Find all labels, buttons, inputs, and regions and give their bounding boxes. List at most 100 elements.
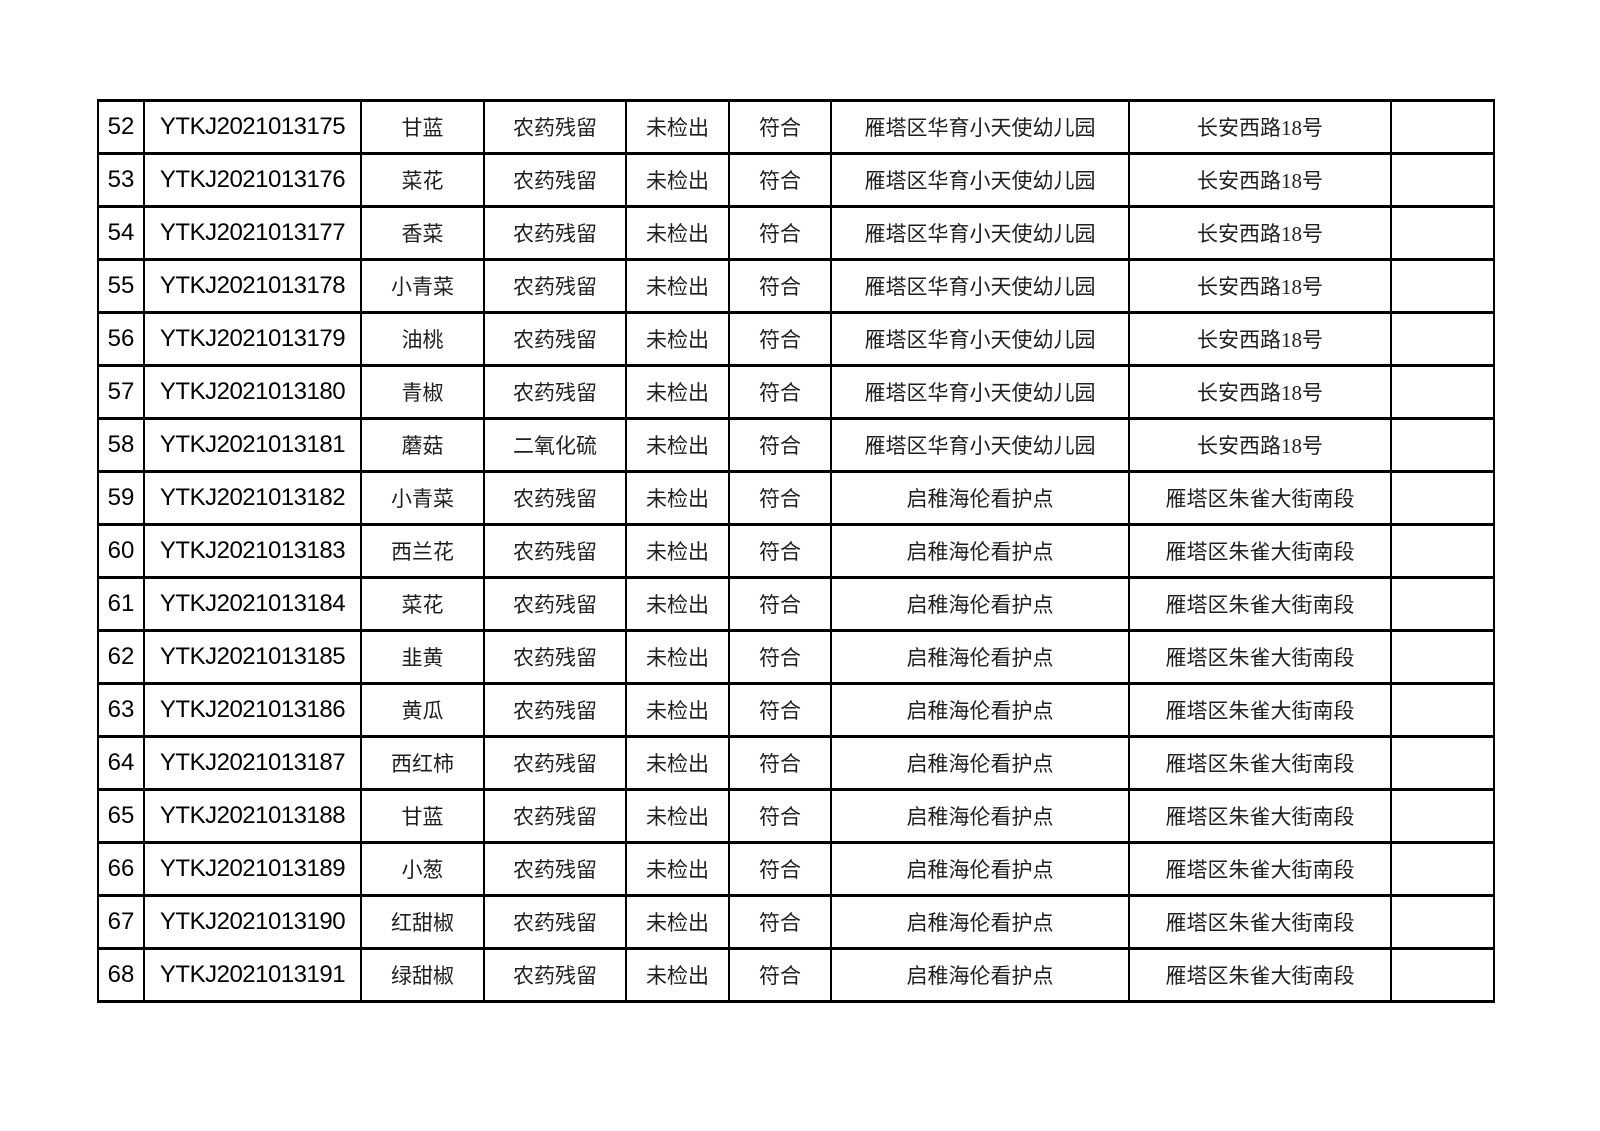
conclusion-cell: 符合 <box>728 205 832 261</box>
result-cell: 未检出 <box>625 682 730 738</box>
remark-cell <box>1390 152 1495 208</box>
remark-cell <box>1390 682 1495 738</box>
remark-cell <box>1390 311 1495 367</box>
remark-cell <box>1390 735 1495 791</box>
conclusion-cell: 符合 <box>728 894 832 950</box>
address-cell: 雁塔区朱雀大街南段 <box>1128 682 1392 738</box>
sample-id-cell: YTKJ2021013191 <box>143 947 362 1003</box>
sample-name-cell: 甘蓝 <box>360 788 485 844</box>
result-cell: 未检出 <box>625 99 730 155</box>
conclusion-cell: 符合 <box>728 311 832 367</box>
address-cell: 雁塔区朱雀大街南段 <box>1128 576 1392 632</box>
address-cell: 雁塔区朱雀大街南段 <box>1128 894 1392 950</box>
sample-name-cell: 绿甜椒 <box>360 947 485 1003</box>
sample-id-cell: YTKJ2021013188 <box>143 788 362 844</box>
sample-id-cell: YTKJ2021013183 <box>143 523 362 579</box>
result-cell: 未检出 <box>625 523 730 579</box>
sample-name-cell: 蘑菇 <box>360 417 485 473</box>
remark-cell <box>1390 417 1495 473</box>
remark-cell <box>1390 470 1495 526</box>
remark-cell <box>1390 205 1495 261</box>
address-cell: 雁塔区朱雀大街南段 <box>1128 947 1392 1003</box>
address-cell: 长安西路18号 <box>1128 152 1392 208</box>
sample-id-cell: YTKJ2021013178 <box>143 258 362 314</box>
conclusion-cell: 符合 <box>728 523 832 579</box>
address-cell: 雁塔区朱雀大街南段 <box>1128 735 1392 791</box>
table-row: 59 YTKJ2021013182 小青菜 农药残留 未检出 符合 启稚海伦看护… <box>97 470 1495 526</box>
sample-name-cell: 黄瓜 <box>360 682 485 738</box>
conclusion-cell: 符合 <box>728 364 832 420</box>
row-number-cell: 65 <box>97 788 145 844</box>
remark-cell <box>1390 947 1495 1003</box>
sample-id-cell: YTKJ2021013181 <box>143 417 362 473</box>
sample-name-cell: 韭黄 <box>360 629 485 685</box>
row-number-cell: 67 <box>97 894 145 950</box>
row-number-cell: 52 <box>97 99 145 155</box>
row-number-cell: 55 <box>97 258 145 314</box>
sample-id-cell: YTKJ2021013185 <box>143 629 362 685</box>
result-cell: 未检出 <box>625 364 730 420</box>
sample-id-cell: YTKJ2021013179 <box>143 311 362 367</box>
address-cell: 雁塔区朱雀大街南段 <box>1128 788 1392 844</box>
result-cell: 未检出 <box>625 258 730 314</box>
table-row: 53 YTKJ2021013176 菜花 农药残留 未检出 符合 雁塔区华育小天… <box>97 152 1495 208</box>
sample-id-cell: YTKJ2021013184 <box>143 576 362 632</box>
table-row: 64 YTKJ2021013187 西红柿 农药残留 未检出 符合 启稚海伦看护… <box>97 735 1495 791</box>
test-item-cell: 农药残留 <box>483 99 627 155</box>
row-number-cell: 58 <box>97 417 145 473</box>
sampled-unit-cell: 启稚海伦看护点 <box>830 576 1130 632</box>
remark-cell <box>1390 364 1495 420</box>
table-row: 67 YTKJ2021013190 红甜椒 农药残留 未检出 符合 启稚海伦看护… <box>97 894 1495 950</box>
address-cell: 雁塔区朱雀大街南段 <box>1128 523 1392 579</box>
conclusion-cell: 符合 <box>728 841 832 897</box>
test-item-cell: 农药残留 <box>483 364 627 420</box>
table-row: 66 YTKJ2021013189 小葱 农药残留 未检出 符合 启稚海伦看护点… <box>97 841 1495 897</box>
row-number-cell: 64 <box>97 735 145 791</box>
sample-name-cell: 西兰花 <box>360 523 485 579</box>
sample-id-cell: YTKJ2021013189 <box>143 841 362 897</box>
test-item-cell: 农药残留 <box>483 576 627 632</box>
result-cell: 未检出 <box>625 417 730 473</box>
row-number-cell: 68 <box>97 947 145 1003</box>
conclusion-cell: 符合 <box>728 947 832 1003</box>
sample-id-cell: YTKJ2021013182 <box>143 470 362 526</box>
conclusion-cell: 符合 <box>728 735 832 791</box>
address-cell: 长安西路18号 <box>1128 99 1392 155</box>
sampled-unit-cell: 雁塔区华育小天使幼儿园 <box>830 311 1130 367</box>
address-cell: 雁塔区朱雀大街南段 <box>1128 629 1392 685</box>
conclusion-cell: 符合 <box>728 629 832 685</box>
sample-id-cell: YTKJ2021013187 <box>143 735 362 791</box>
row-number-cell: 59 <box>97 470 145 526</box>
remark-cell <box>1390 629 1495 685</box>
address-cell: 长安西路18号 <box>1128 205 1392 261</box>
row-number-cell: 61 <box>97 576 145 632</box>
result-cell: 未检出 <box>625 311 730 367</box>
table-row: 55 YTKJ2021013178 小青菜 农药残留 未检出 符合 雁塔区华育小… <box>97 258 1495 314</box>
conclusion-cell: 符合 <box>728 470 832 526</box>
test-item-cell: 二氧化硫 <box>483 417 627 473</box>
sampled-unit-cell: 启稚海伦看护点 <box>830 947 1130 1003</box>
test-item-cell: 农药残留 <box>483 682 627 738</box>
sample-name-cell: 甘蓝 <box>360 99 485 155</box>
test-item-cell: 农药残留 <box>483 205 627 261</box>
sampled-unit-cell: 雁塔区华育小天使幼儿园 <box>830 152 1130 208</box>
conclusion-cell: 符合 <box>728 788 832 844</box>
row-number-cell: 62 <box>97 629 145 685</box>
test-item-cell: 农药残留 <box>483 311 627 367</box>
test-item-cell: 农药残留 <box>483 947 627 1003</box>
test-item-cell: 农药残留 <box>483 258 627 314</box>
sample-name-cell: 油桃 <box>360 311 485 367</box>
sample-id-cell: YTKJ2021013176 <box>143 152 362 208</box>
result-cell: 未检出 <box>625 735 730 791</box>
sampled-unit-cell: 启稚海伦看护点 <box>830 682 1130 738</box>
result-cell: 未检出 <box>625 841 730 897</box>
sampled-unit-cell: 雁塔区华育小天使幼儿园 <box>830 258 1130 314</box>
remark-cell <box>1390 258 1495 314</box>
remark-cell <box>1390 894 1495 950</box>
sample-name-cell: 菜花 <box>360 576 485 632</box>
sampled-unit-cell: 启稚海伦看护点 <box>830 841 1130 897</box>
table-row: 60 YTKJ2021013183 西兰花 农药残留 未检出 符合 启稚海伦看护… <box>97 523 1495 579</box>
result-cell: 未检出 <box>625 947 730 1003</box>
table-row: 63 YTKJ2021013186 黄瓜 农药残留 未检出 符合 启稚海伦看护点… <box>97 682 1495 738</box>
sampled-unit-cell: 启稚海伦看护点 <box>830 735 1130 791</box>
